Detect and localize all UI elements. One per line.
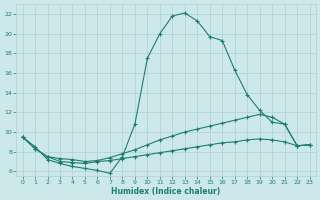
X-axis label: Humidex (Indice chaleur): Humidex (Indice chaleur): [111, 187, 221, 196]
